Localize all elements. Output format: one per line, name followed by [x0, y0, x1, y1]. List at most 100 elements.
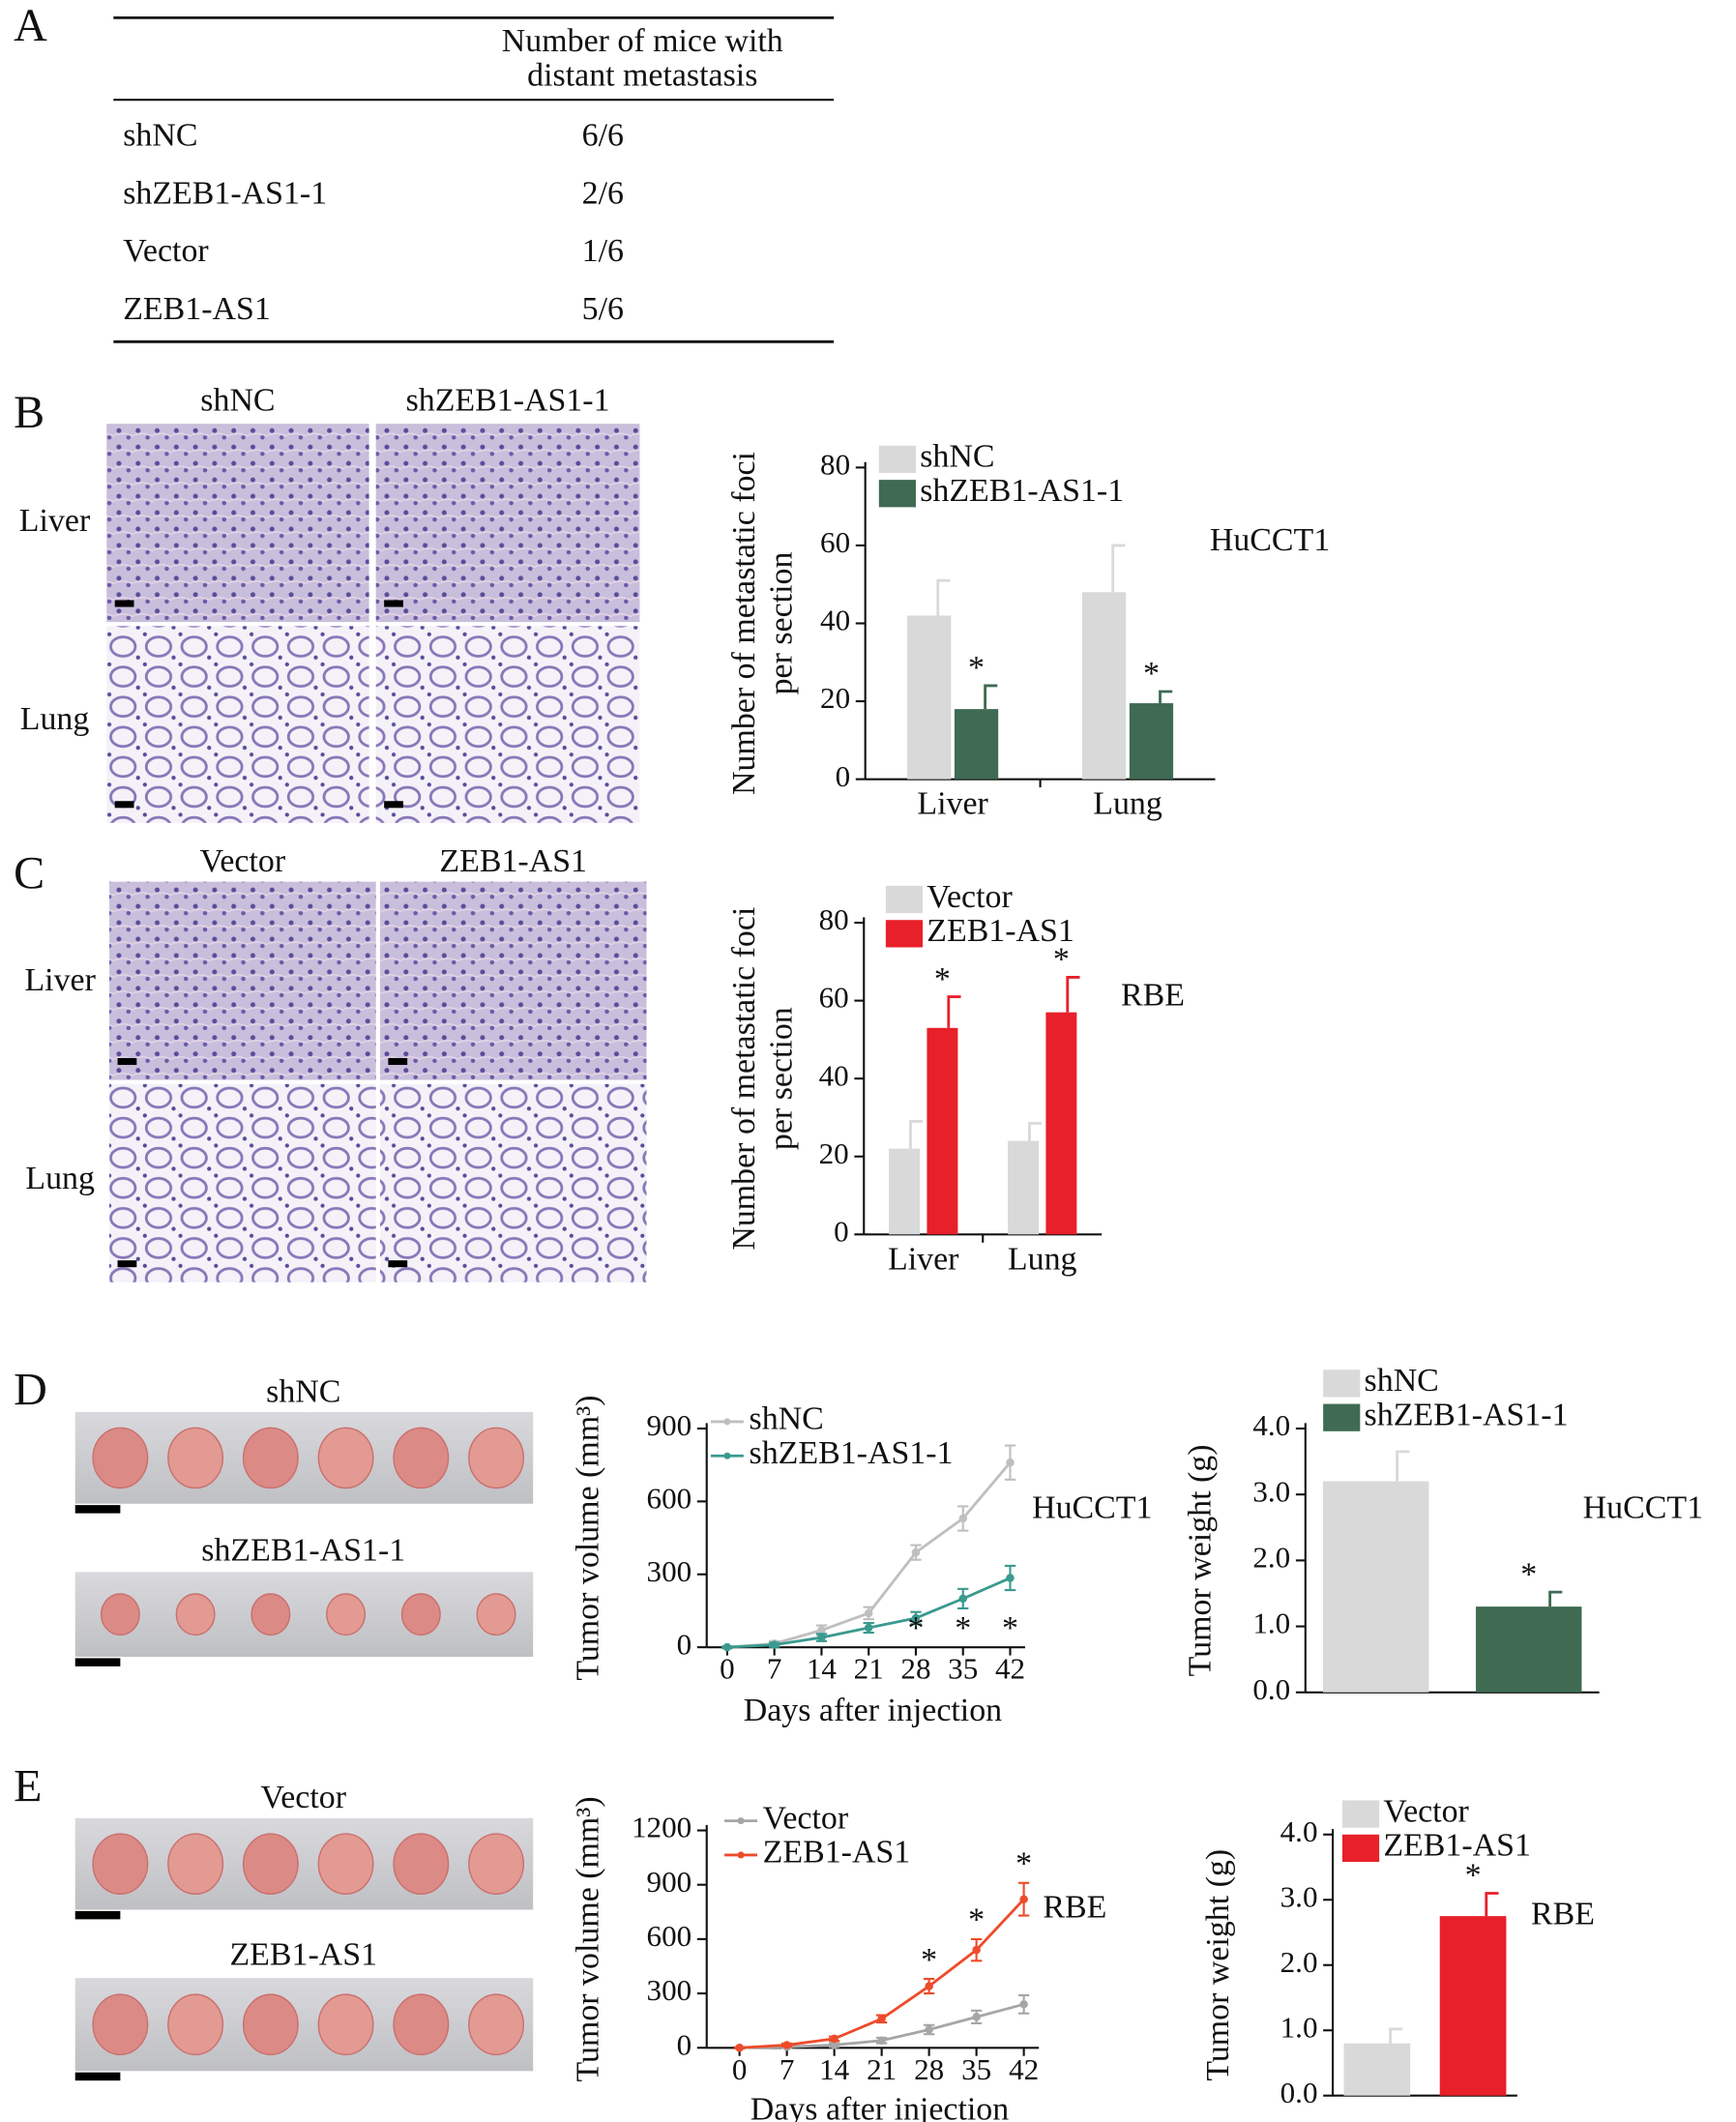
- legend-label: shNC: [1365, 1363, 1439, 1399]
- significance-marker: *: [1143, 656, 1160, 692]
- column-label: shNC: [200, 383, 275, 419]
- y-tick-label: 4.0: [1280, 1814, 1318, 1848]
- tumor: [92, 1833, 149, 1895]
- histology-image: [106, 626, 369, 823]
- tumor: [242, 1993, 299, 2056]
- tumor: [317, 1833, 374, 1895]
- tumor: [242, 1427, 299, 1489]
- significance-marker: *: [1053, 942, 1070, 978]
- error-bar: [984, 684, 998, 710]
- x-tick-label: 35: [961, 2052, 991, 2086]
- panel-label: B: [14, 387, 44, 438]
- scale-bar: [74, 1658, 121, 1666]
- legend-label: ZEB1-AS1: [763, 1835, 911, 1871]
- column-label: Vector: [200, 843, 286, 879]
- tumor: [400, 1593, 441, 1636]
- y-tick-label: 300: [647, 1973, 692, 2007]
- significance-marker: *: [907, 1610, 924, 1646]
- error-bar: [947, 995, 961, 1028]
- data-point: [864, 1608, 873, 1618]
- table-cell: 6/6: [582, 118, 624, 154]
- row-label: Lung: [20, 701, 90, 737]
- legend-swatch: [1341, 1834, 1380, 1863]
- y-tick-label: 600: [647, 1482, 692, 1516]
- legend-label: shZEB1-AS1-1: [1365, 1397, 1569, 1432]
- y-axis-label: Number of metastatic foci per section: [726, 907, 799, 1251]
- y-axis-label-line: per section: [763, 1007, 799, 1150]
- significance-marker: *: [968, 650, 985, 686]
- annotation: RBE: [1531, 1896, 1595, 1931]
- x-tick-label: 7: [767, 1652, 782, 1686]
- y-tick-label: 0: [677, 2027, 692, 2061]
- data-point: [830, 2041, 839, 2049]
- data-point: [877, 2015, 886, 2023]
- bar: [1008, 1140, 1040, 1235]
- tumor: [167, 1833, 224, 1895]
- x-tick-label: 21: [854, 1652, 884, 1686]
- tumor: [476, 1593, 516, 1636]
- legend-label: Vector: [763, 1800, 849, 1836]
- y-tick-label: 60: [820, 525, 850, 559]
- legend-label: shZEB1-AS1-1: [750, 1435, 954, 1471]
- histology-image: [375, 424, 640, 623]
- significance-marker: *: [1015, 1846, 1032, 1882]
- y-tick-label: 0: [836, 759, 851, 793]
- annotation: HuCCT1: [1583, 1490, 1703, 1526]
- legend-label: shNC: [920, 439, 994, 475]
- y-tick-label: 20: [820, 681, 850, 715]
- error-bar: [1485, 1892, 1499, 1917]
- table-cell: shZEB1-AS1-1: [123, 175, 327, 211]
- panel-label: E: [14, 1761, 42, 1813]
- histology-image: [109, 881, 376, 1080]
- data-point: [722, 1642, 732, 1652]
- y-axis-label-line: Tumor volume (mm³): [570, 1796, 605, 2081]
- legend-label: Vector: [1383, 1793, 1469, 1829]
- bar: [1343, 2043, 1411, 2096]
- tumor: [92, 1427, 149, 1489]
- scale-bar: [384, 600, 403, 607]
- y-tick-label: 0: [677, 1627, 692, 1661]
- y-axis-label-line: Tumor weight (g): [1200, 1849, 1236, 2081]
- y-axis-label-line: Number of metastatic foci: [726, 907, 762, 1251]
- histology-image: [109, 1083, 376, 1282]
- tumor: [326, 1593, 367, 1636]
- y-tick-label: 1.0: [1252, 1606, 1290, 1640]
- tumor-photo: [74, 1978, 534, 2072]
- x-tick-label: 14: [807, 1652, 838, 1686]
- legend-swatch: [1341, 1800, 1380, 1828]
- tumor-photo: [74, 1572, 534, 1658]
- data-point: [1019, 1895, 1028, 1903]
- data-point: [911, 1547, 921, 1557]
- y-tick-label: 2.0: [1280, 1945, 1318, 1979]
- x-tick-label: Liver: [888, 1241, 958, 1277]
- tumor: [468, 1833, 525, 1895]
- annotation: HuCCT1: [1210, 522, 1330, 558]
- group-label: ZEB1-AS1: [229, 1937, 377, 1973]
- group-label: shZEB1-AS1-1: [201, 1532, 405, 1568]
- panel-label: C: [14, 847, 44, 899]
- table-cell: ZEB1-AS1: [123, 291, 271, 327]
- legend-marker: [723, 1452, 731, 1459]
- legend-swatch: [885, 920, 924, 948]
- tumor: [167, 1427, 224, 1489]
- row-label: Liver: [19, 503, 90, 539]
- tumor: [393, 1427, 450, 1489]
- table-cell: 1/6: [582, 233, 624, 269]
- y-axis-label: Tumor volume (mm³): [570, 1796, 605, 2081]
- data-point: [877, 2036, 886, 2046]
- error-bar: [1389, 2027, 1403, 2044]
- tumor: [250, 1593, 291, 1636]
- scale-bar: [74, 1505, 121, 1514]
- y-tick-label: 40: [820, 604, 850, 637]
- y-tick-label: 1.0: [1280, 2010, 1318, 2044]
- legend-swatch: [878, 445, 916, 474]
- histology-image: [379, 1083, 647, 1282]
- histology-image: [375, 626, 640, 823]
- error-bar: [1066, 976, 1080, 1013]
- y-axis-label: Tumor weight (g): [1200, 1849, 1236, 2081]
- scale-bar: [114, 801, 134, 809]
- tumor: [175, 1593, 216, 1636]
- y-tick-label: 0: [834, 1214, 849, 1248]
- error-bar: [1028, 1122, 1043, 1141]
